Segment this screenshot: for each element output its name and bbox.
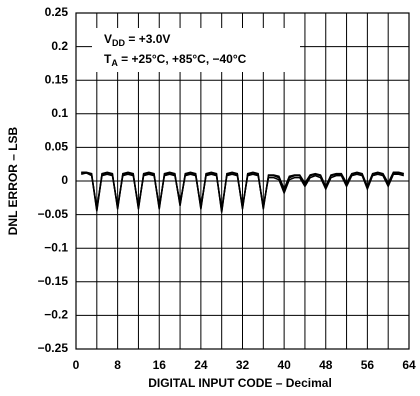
annotation: TA = +25°C, +85°C, −40°C xyxy=(104,52,247,68)
x-tick-label: 32 xyxy=(236,358,250,372)
y-tick-label: −0.1 xyxy=(44,240,68,254)
annotation-box xyxy=(92,28,300,72)
y-tick-label: 0.25 xyxy=(45,5,69,19)
y-tick-label: 0.05 xyxy=(45,140,69,154)
x-tick-label: 64 xyxy=(402,358,416,372)
x-tick-label: 40 xyxy=(277,358,291,372)
y-tick-label: −0.15 xyxy=(38,274,69,288)
y-tick-label: −0.2 xyxy=(44,308,68,322)
x-tick-label: 48 xyxy=(319,358,333,372)
data-line xyxy=(81,171,404,213)
y-tick-label: −0.25 xyxy=(38,341,69,355)
y-tick-label: −0.05 xyxy=(38,207,69,221)
y-tick-label: 0.2 xyxy=(51,39,68,53)
annotation: VDD = +3.0V xyxy=(104,32,170,48)
y-axis-title: DNL ERROR – LSB xyxy=(6,126,20,235)
x-tick-label: 16 xyxy=(153,358,167,372)
x-axis-title: DIGITAL INPUT CODE – Decimal xyxy=(148,376,332,390)
x-tick-label: 8 xyxy=(114,358,121,372)
y-tick-label: 0.1 xyxy=(51,106,68,120)
y-tick-label: 0.15 xyxy=(45,72,69,86)
x-tick-label: 0 xyxy=(73,358,80,372)
y-tick-label: 0 xyxy=(61,173,68,187)
lines xyxy=(81,171,404,213)
x-tick-label: 56 xyxy=(361,358,375,372)
x-tick-label: 24 xyxy=(194,358,208,372)
